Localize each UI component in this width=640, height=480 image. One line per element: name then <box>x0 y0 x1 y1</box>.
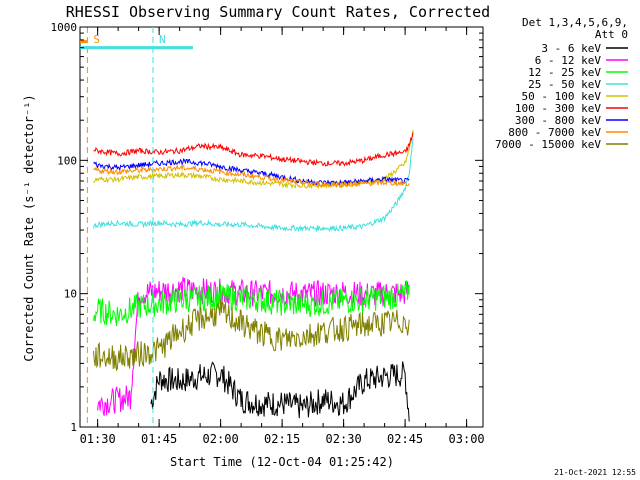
series-line-5 <box>93 132 414 167</box>
plot-area <box>79 26 484 428</box>
series-line-7 <box>93 163 410 189</box>
legend-label-3: 25 - 50 keV <box>528 78 601 91</box>
legend-title-line: Att 0 <box>595 28 628 41</box>
marker-label-0: S <box>93 33 100 46</box>
series-line-8 <box>93 299 410 372</box>
legend-label-7: 800 - 7000 keV <box>508 126 601 139</box>
y-axis-title: Corrected Count Rate (s⁻¹ detector⁻¹) <box>22 94 36 361</box>
y-axis-title-group: Corrected Count Rate (s⁻¹ detector⁻¹) <box>22 94 36 361</box>
plot-frame <box>79 26 484 428</box>
x-tick-label: 01:30 <box>80 432 116 446</box>
y-tick-label: 10 <box>64 288 77 301</box>
x-tick-label: 02:45 <box>387 432 423 446</box>
x-tick-label: 01:45 <box>141 432 177 446</box>
axis-layer: 1 10 100 1000 01:30 01:45 02:00 02:15 02:30 02:45… <box>51 21 485 446</box>
legend-label-1: 6 - 12 keV <box>535 54 602 67</box>
x-tick-label: 02:00 <box>203 432 239 446</box>
chart-title: RHESSI Observing Summary Count Rates, Co… <box>66 3 490 21</box>
marker-label-1: N <box>159 33 166 46</box>
series-line-6 <box>93 157 410 187</box>
y-tick-label: 100 <box>57 154 77 167</box>
legend-label-4: 50 - 100 keV <box>522 90 602 103</box>
legend-label-8: 7000 - 15000 keV <box>495 138 601 151</box>
legend-label-0: 3 - 6 keV <box>541 42 601 55</box>
footer-timestamp: 21-Oct-2021 12:55 <box>554 468 636 477</box>
legend-label-2: 12 - 25 keV <box>528 66 601 79</box>
x-axis-title: Start Time (12-Oct-04 01:25:42) <box>170 455 394 469</box>
legend-label-5: 100 - 300 keV <box>515 102 601 115</box>
series-line-2 <box>93 280 410 327</box>
y-tick-label: 1 <box>70 421 77 434</box>
series-line-0 <box>150 361 410 422</box>
y-tick-label: 1000 <box>51 21 78 34</box>
series-layer <box>93 129 414 422</box>
series-line-3 <box>93 139 414 233</box>
series-line-1 <box>97 276 410 416</box>
x-tick-label: 02:30 <box>326 432 362 446</box>
x-tick-label: 02:15 <box>264 432 300 446</box>
legend-label-6: 300 - 800 keV <box>515 114 601 127</box>
legend-title-line: Det 1,3,4,5,6,9, <box>522 16 628 29</box>
x-tick-label: 03:00 <box>449 432 485 446</box>
